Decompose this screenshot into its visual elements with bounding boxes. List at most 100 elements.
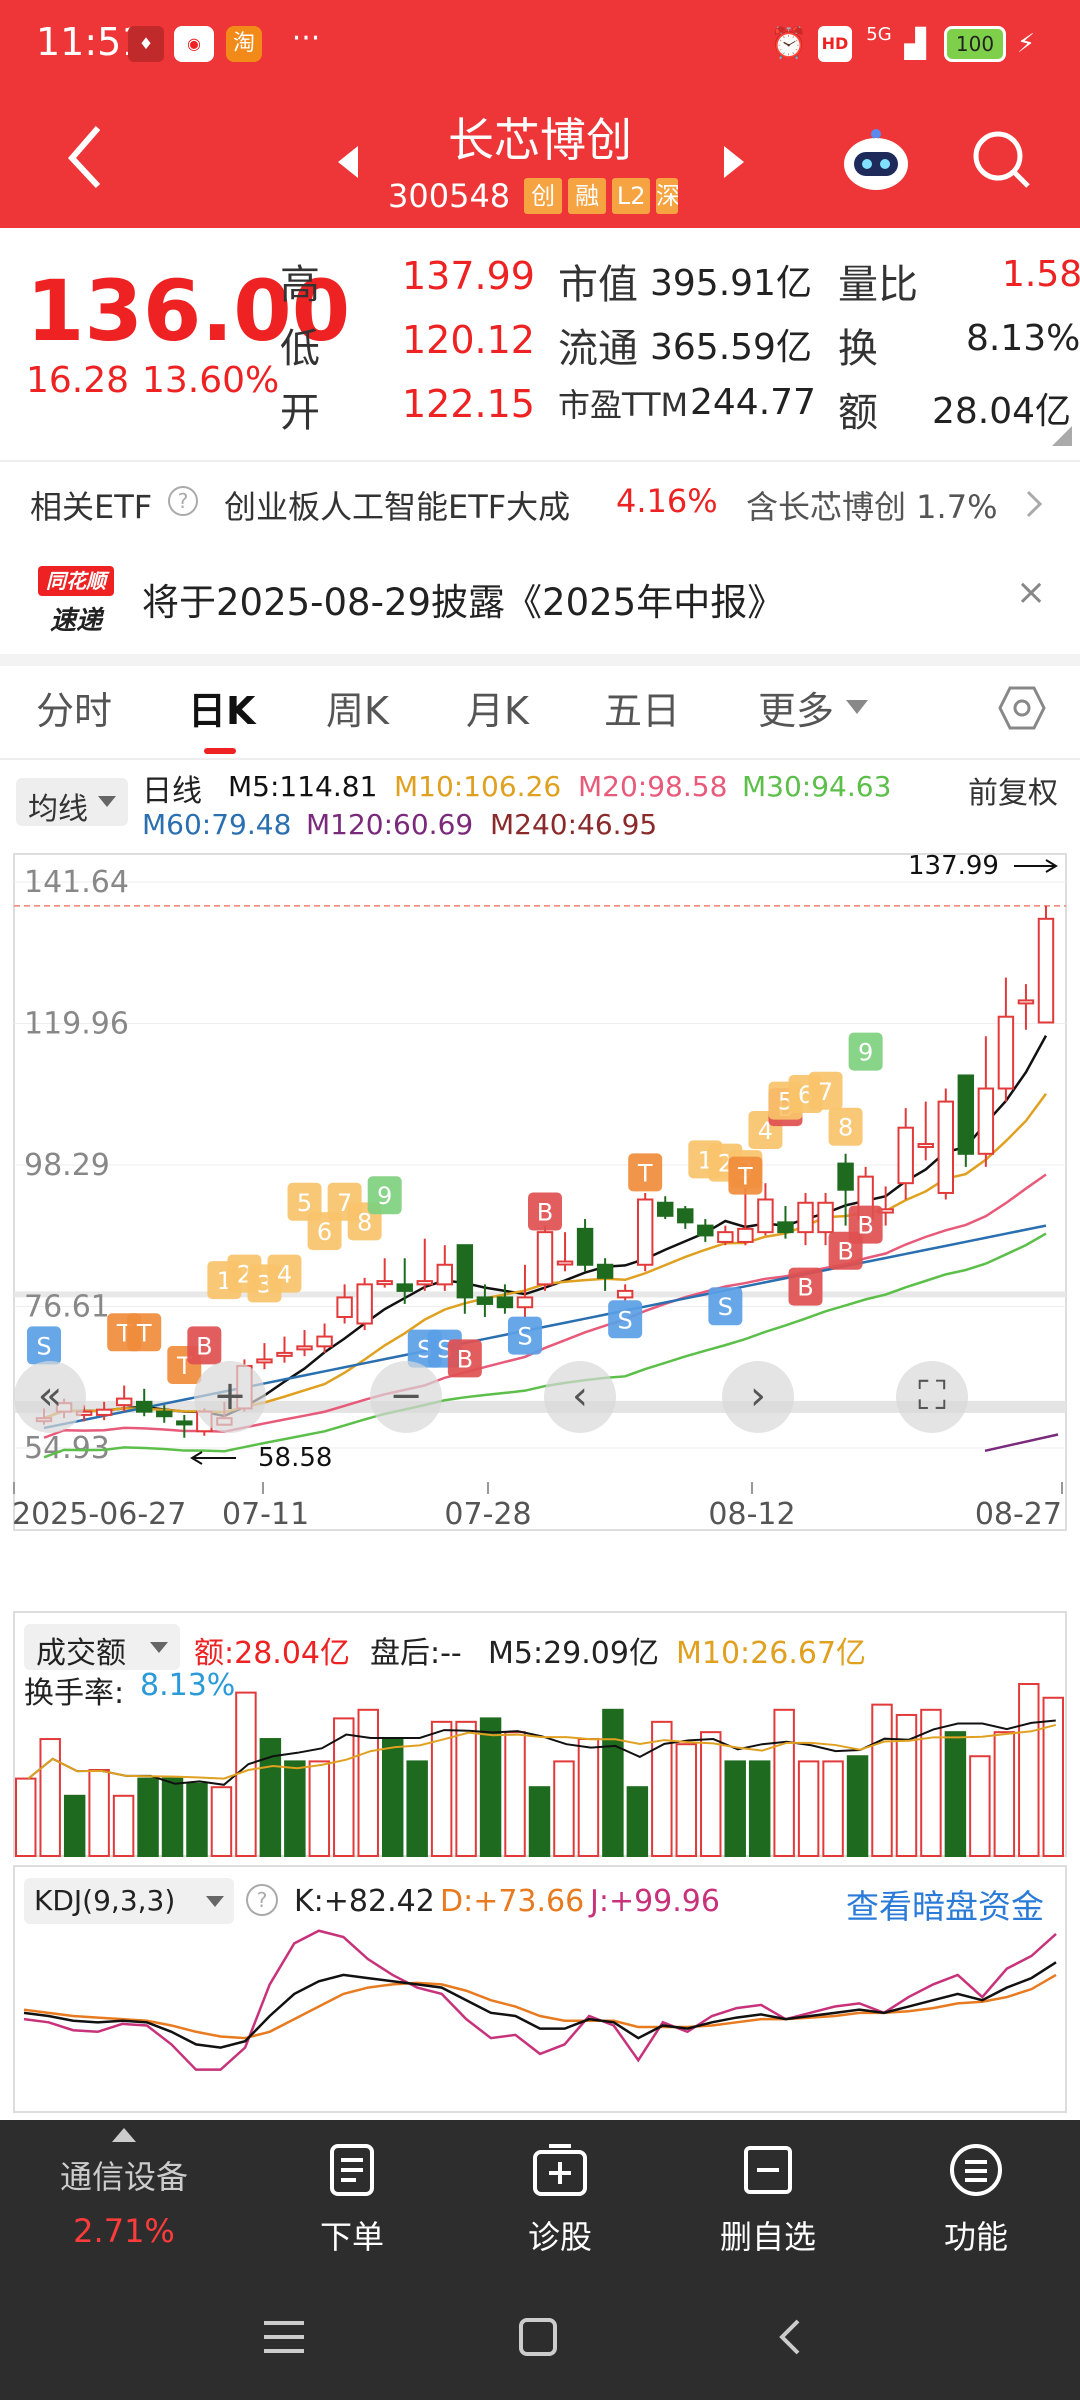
volume-chart[interactable] (0, 1610, 1080, 1860)
volume-ma10-line (27, 1723, 1057, 1780)
next-stock-button[interactable] (718, 142, 748, 182)
ma-m240: M240:46.95 (490, 808, 658, 841)
float-label: 流通 (558, 326, 638, 372)
candle (316, 1323, 333, 1353)
fullscreen-button[interactable]: ⛶ (896, 1361, 968, 1433)
menu-circle-icon (950, 2144, 1002, 2196)
signal-badge (608, 1300, 643, 1339)
tab-daily-k[interactable]: 日K (188, 689, 256, 733)
back-button[interactable] (60, 120, 110, 190)
candle (817, 1192, 834, 1246)
prev-candle-button[interactable]: ‹ (544, 1361, 616, 1433)
candle (296, 1330, 313, 1357)
settings-hex-icon[interactable] (998, 684, 1046, 732)
notice-text: 将于2025-08-29披露《2025年中报》 (142, 581, 785, 624)
remove-watchlist-button[interactable]: 删自选 (688, 2142, 848, 2258)
candle (376, 1258, 393, 1288)
signal-badge (307, 1212, 342, 1251)
volume-bar (479, 1717, 502, 1858)
kdj-chart[interactable] (0, 1860, 1080, 2120)
sector-pct: 2.71% (73, 2212, 175, 2250)
candle (496, 1284, 514, 1314)
tab-weekly-k[interactable]: 周K (326, 689, 389, 733)
signal-marker: S (708, 1287, 743, 1326)
sector-button[interactable]: 通信设备 2.71% (44, 2120, 204, 2250)
volume-bar (773, 1708, 795, 1857)
kdj-selector[interactable]: KDJ(9,3,3) (24, 1878, 234, 1924)
chart-frame (13, 853, 1067, 1531)
ma-m10: M10:106.26 (394, 770, 562, 803)
back-nav-icon[interactable] (776, 2317, 804, 2357)
order-button[interactable]: 下单 (272, 2142, 432, 2258)
tab-fenshi[interactable]: 分时 (36, 689, 113, 733)
candle (456, 1244, 474, 1314)
turnover-value: 8.13% (966, 318, 1080, 359)
expand-corner-icon[interactable] (1050, 424, 1074, 448)
scroll-left-button[interactable]: « (14, 1361, 86, 1433)
candle-body (115, 1397, 133, 1407)
related-etf-row[interactable]: 相关ETF ? 创业板人工智能ETF大成 4.16% 含长芯博创 1.7% (0, 470, 1080, 540)
candle (977, 1036, 995, 1167)
help-icon[interactable]: ? (246, 1884, 278, 1916)
dark-pool-link[interactable]: 查看暗盘资金 (846, 1887, 1044, 1926)
prev-stock-button[interactable] (334, 142, 364, 182)
candle-body (937, 1100, 954, 1194)
high-label: 高 (280, 262, 320, 308)
signal-marker: 6 (307, 1212, 342, 1251)
signal-text: B (457, 1345, 473, 1373)
volume-bar (871, 1703, 893, 1857)
notice-row[interactable]: 同花顺 速递 将于2025-08-29披露《2025年中报》 × (0, 550, 1080, 640)
open-value: 122.15 (402, 382, 535, 426)
candle-body (456, 1244, 474, 1299)
signal-text: 7 (818, 1078, 833, 1106)
zoom-in-button[interactable]: + (194, 1361, 266, 1433)
price-change-pct: 13.60% (142, 360, 280, 401)
volume-selector[interactable]: 成交额 (24, 1624, 180, 1671)
charging-icon: ⚡ (1016, 29, 1036, 59)
ma-m60: M60:79.48 (142, 808, 292, 841)
candle (476, 1284, 494, 1317)
x-tick-label: 08-27 (975, 1497, 1062, 1532)
candle-body (737, 1227, 754, 1243)
x-tick-label: 08-12 (708, 1497, 795, 1532)
volume-bar (626, 1786, 649, 1857)
candle (576, 1219, 594, 1272)
ma-selector[interactable]: 均线 (16, 778, 128, 827)
candle-body (596, 1263, 614, 1279)
next-candle-button[interactable]: › (722, 1361, 794, 1433)
functions-button[interactable]: 功能 (896, 2142, 1056, 2258)
ma-m30: M30:94.63 (742, 770, 892, 803)
volume-bar (822, 1760, 844, 1857)
candle-body (276, 1351, 293, 1357)
candle-body (296, 1345, 313, 1351)
zoom-out-button[interactable]: − (370, 1361, 442, 1433)
section-gap (0, 654, 1080, 666)
adjust-mode[interactable]: 前复权 (968, 776, 1058, 811)
robot-assistant-button[interactable] (840, 124, 912, 196)
home-nav-icon[interactable] (518, 2317, 558, 2357)
signal-badge (367, 1176, 402, 1215)
search-button[interactable] (970, 128, 1034, 192)
tab-five-day[interactable]: 五日 (604, 689, 681, 733)
candle-body (376, 1280, 393, 1286)
candle-body (997, 1015, 1015, 1090)
help-icon[interactable]: ? (168, 486, 198, 516)
tab-monthly-k[interactable]: 月K (466, 689, 529, 733)
scroll-band (14, 1291, 1066, 1298)
mktcap-label: 市值 (558, 262, 638, 308)
logo-top-text: 同花顺 (38, 566, 114, 596)
y-tick-label: 119.96 (24, 1007, 129, 1042)
menu-nav-icon[interactable] (262, 2319, 306, 2355)
dropdown-icon (846, 700, 868, 714)
volume-bar (528, 1786, 551, 1857)
volume-bar (1042, 1696, 1065, 1858)
high-arrow-head (1045, 859, 1058, 873)
diagnose-button[interactable]: 诊股 (480, 2142, 640, 2258)
tab-more[interactable]: 更多 (758, 689, 835, 733)
signal-text: 9 (858, 1039, 873, 1067)
signal-badge (507, 1316, 542, 1355)
close-icon[interactable]: × (1016, 572, 1047, 613)
candle (837, 1153, 854, 1226)
stock-name: 长芯博创 (448, 113, 632, 167)
